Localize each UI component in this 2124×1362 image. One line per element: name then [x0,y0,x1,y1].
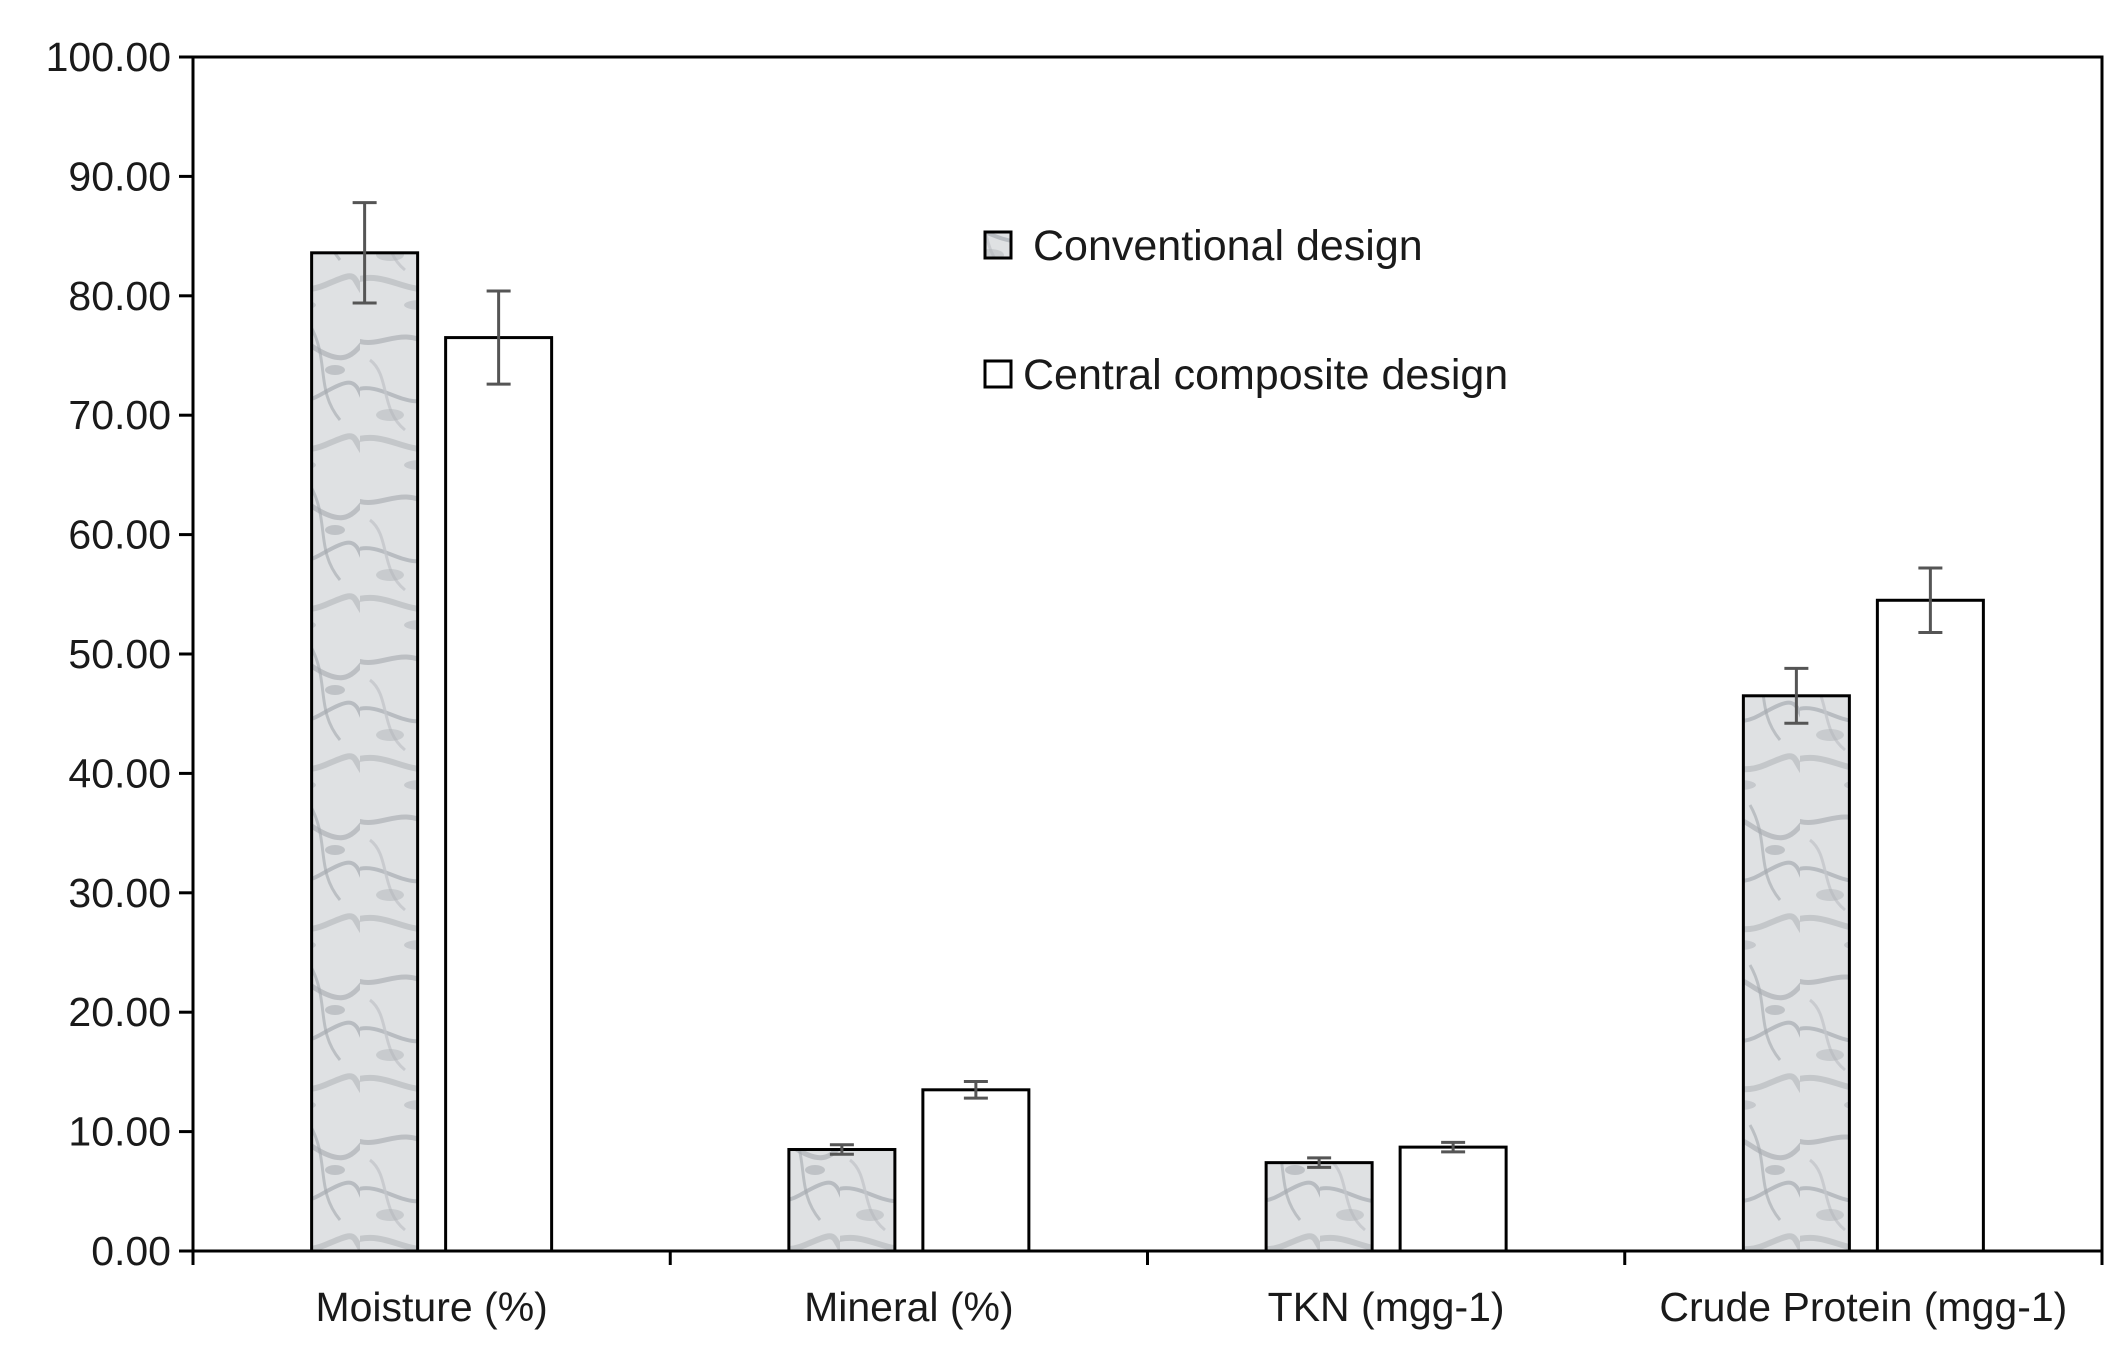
bar-central-composite-3 [1875,598,1985,1253]
x-category-label: TKN (mgg-1) [1268,1284,1505,1330]
bar-conventional-0 [310,251,420,1253]
y-tick-label: 80.00 [68,273,171,319]
y-tick-label: 50.00 [68,631,171,677]
y-tick-label: 70.00 [68,392,171,438]
y-tick-label: 60.00 [68,512,171,558]
legend-swatch-1 [983,359,1013,389]
bar-conventional-3 [1741,694,1851,1253]
bar-central-composite-2 [1398,1145,1508,1253]
bar-conventional-1 [787,1148,897,1253]
y-tick-label: 10.00 [68,1109,171,1155]
legend-swatch-0 [983,230,1013,260]
bar-central-composite-1 [921,1088,1031,1253]
x-category-label: Crude Protein (mgg-1) [1659,1284,2067,1330]
y-tick-label: 40.00 [68,750,171,796]
x-category-label: Mineral (%) [804,1284,1014,1330]
bar-conventional-2 [1264,1161,1374,1253]
y-tick-label: 20.00 [68,989,171,1035]
y-tick-label: 90.00 [68,153,171,199]
x-category-label: Moisture (%) [315,1284,547,1330]
y-tick-label: 30.00 [68,870,171,916]
y-tick-label: 100.00 [46,34,171,80]
bar-central-composite-0 [444,336,554,1253]
legend-label-1: Central composite design [1023,351,1508,399]
y-tick-label: 0.00 [91,1228,171,1274]
legend-label-0: Conventional design [1033,222,1423,270]
